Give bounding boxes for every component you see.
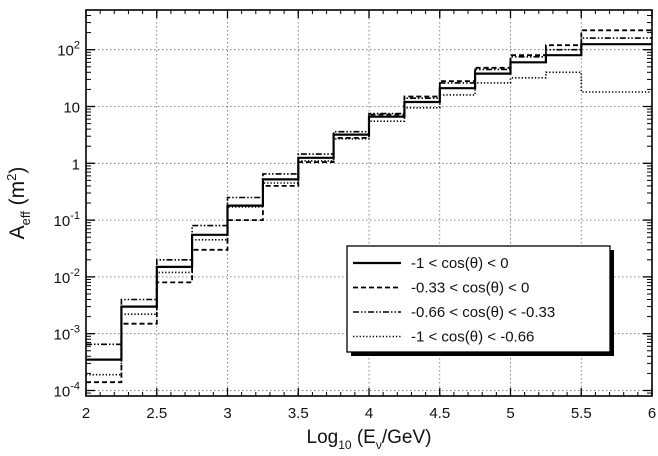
series-line-1	[86, 43, 652, 361]
legend-label-2: -0.33 < cos(θ) < 0	[411, 280, 529, 297]
x-axis-title-base: Log	[307, 427, 339, 448]
x-tick-label: 3	[223, 405, 231, 422]
series-line-3	[86, 37, 652, 346]
x-axis-title-end: /GeV)	[382, 427, 432, 448]
x-axis-title-mid: (E	[352, 427, 376, 448]
y-axis-title-unit-close: )	[6, 167, 29, 174]
x-tick-label: 4.5	[429, 405, 450, 422]
y-tick-label: 10-1	[54, 210, 80, 230]
legend-label-3: -0.66 < cos(θ) < -0.33	[411, 304, 555, 321]
tick-labels: 2 2.5 3 3.5 4 4.5 5 5.5 6 10-4 10-3 10-2 10-1 1 10 102	[54, 40, 657, 422]
y-axis-title-base: A	[6, 225, 29, 239]
series-group	[86, 29, 652, 384]
plot-frame	[85, 9, 653, 397]
legend-label-1: -1 < cos(θ) < 0	[411, 255, 509, 272]
legend-label-4: -1 < cos(θ) < -0.66	[411, 329, 534, 346]
legend: -1 < cos(θ) < 0 -0.33 < cos(θ) < 0 -0.66 <…	[346, 245, 614, 356]
y-tick-label: 10-4	[54, 380, 80, 400]
x-axis-title: Log10 (Eν/GeV)	[307, 427, 432, 452]
x-tick-label: 4	[365, 405, 373, 422]
y-axis-title-unit-open: (m	[6, 181, 29, 211]
y-axis-title: Aeff (m2)	[4, 167, 33, 240]
y-axis-title-sub: eff	[18, 211, 33, 226]
y-tick-label: 10-3	[54, 324, 80, 344]
x-tick-label: 3.5	[288, 405, 309, 422]
y-tick-label: 10	[63, 100, 80, 117]
y-tick-label: 102	[57, 40, 80, 60]
series-line-2	[86, 29, 652, 384]
y-tick-label: 10-2	[54, 267, 80, 287]
x-tick-label: 2	[82, 405, 90, 422]
x-tick-label: 5	[506, 405, 514, 422]
x-tick-label: 5.5	[571, 405, 592, 422]
series-line-4	[86, 71, 652, 376]
y-axis-title-sup: 2	[4, 174, 19, 181]
x-axis-title-sub2: ν	[376, 438, 382, 452]
x-tick-label: 2.5	[146, 405, 167, 422]
x-tick-label: 6	[648, 405, 656, 422]
x-axis-title-sub1: 10	[338, 438, 352, 452]
y-tick-label: 1	[72, 156, 80, 173]
